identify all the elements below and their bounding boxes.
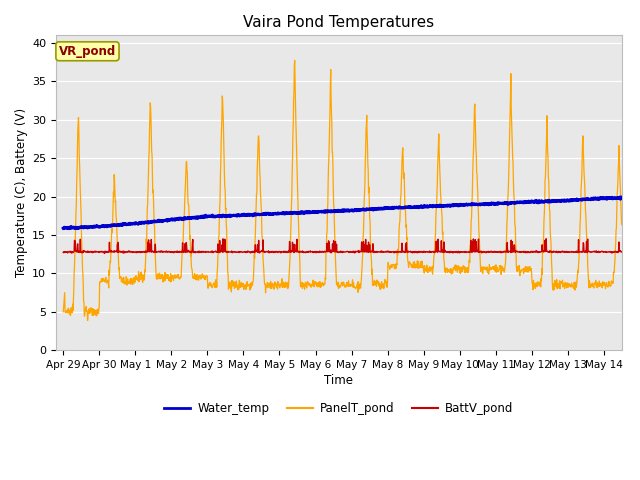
Text: VR_pond: VR_pond: [59, 45, 116, 58]
Legend: Water_temp, PanelT_pond, BattV_pond: Water_temp, PanelT_pond, BattV_pond: [159, 397, 518, 420]
X-axis label: Time: Time: [324, 374, 353, 387]
Y-axis label: Temperature (C), Battery (V): Temperature (C), Battery (V): [15, 108, 28, 277]
Title: Vaira Pond Temperatures: Vaira Pond Temperatures: [243, 15, 435, 30]
